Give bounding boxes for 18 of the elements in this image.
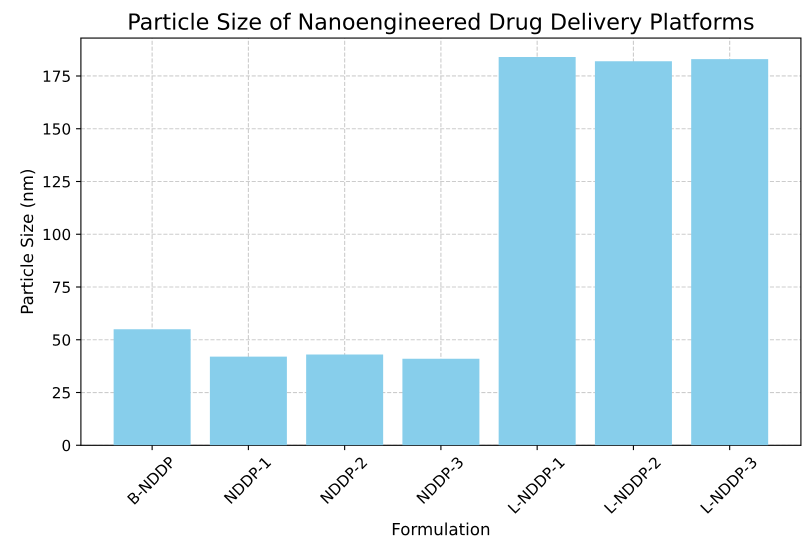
y-tick-label: 125 [44, 176, 70, 188]
y-tick-label: 100 [44, 228, 70, 240]
y-tick-label: 150 [44, 123, 70, 135]
bar [114, 329, 191, 446]
bar [691, 59, 768, 446]
bar [594, 61, 672, 446]
y-axis-title: Particle Size (nm) [20, 170, 36, 314]
y-tick-label: 0 [62, 440, 70, 452]
x-axis-title: Formulation [392, 522, 490, 536]
y-tick-label: 175 [44, 70, 70, 82]
y-tick-label: 50 [52, 334, 70, 346]
y-tick-label: 25 [52, 386, 70, 399]
y-tick-label: 75 [52, 282, 70, 294]
chart-title: Particle Size of Nanoengineered Drug Delivery Platforms [129, 12, 754, 34]
bar [402, 358, 480, 446]
bar [306, 354, 384, 446]
bar [498, 57, 576, 446]
bar [210, 356, 287, 446]
